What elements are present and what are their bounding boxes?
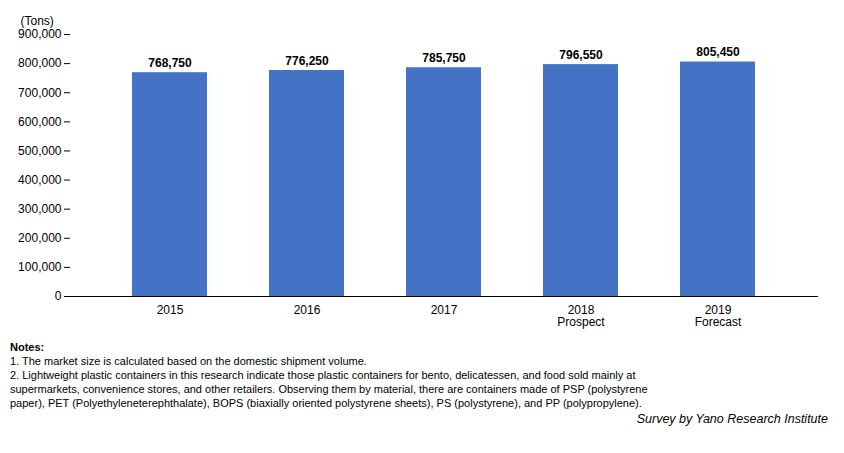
svg-text:776,250: 776,250 [285,54,329,68]
svg-text:800,000: 800,000 [18,56,62,70]
svg-text:2015: 2015 [157,303,184,317]
svg-text:796,550: 796,550 [559,48,603,62]
svg-text:0: 0 [55,289,62,303]
html-text:paper), PET (Polyethyleneterep: paper), PET (Polyethyleneterephthalate),… [10,397,642,409]
svg-text:2016: 2016 [294,303,321,317]
svg-text:768,750: 768,750 [148,56,192,70]
svg-text:785,750: 785,750 [422,51,466,65]
svg-text:700,000: 700,000 [18,86,62,100]
svg-text:2018Prospect: 2018Prospect [557,303,605,329]
svg-text:300,000: 300,000 [18,202,62,216]
svg-text:500,000: 500,000 [18,144,62,158]
html-text:1. The market size is calculat: 1. The market size is calculated based o… [10,355,367,367]
svg-text:600,000: 600,000 [18,115,62,129]
svg-text:(Tons): (Tons) [21,14,54,28]
svg-text:400,000: 400,000 [18,173,62,187]
svg-text:805,450: 805,450 [696,45,740,59]
svg-text:900,000: 900,000 [18,27,62,41]
html-text:Survey by Yano Research Instit: Survey by Yano Research Institute [636,412,828,426]
svg-text:2017: 2017 [431,303,458,317]
svg-text:2019Forecast: 2019Forecast [695,303,742,329]
html-text:supermarkets, convenience stor: supermarkets, convenience stores, and ot… [10,383,648,395]
svg-text:200,000: 200,000 [18,231,62,245]
html-text:Notes:: Notes: [10,341,45,353]
html-text:2. Lightweight plastic contain: 2. Lightweight plastic containers in thi… [10,369,636,381]
svg-text:100,000: 100,000 [18,260,62,274]
